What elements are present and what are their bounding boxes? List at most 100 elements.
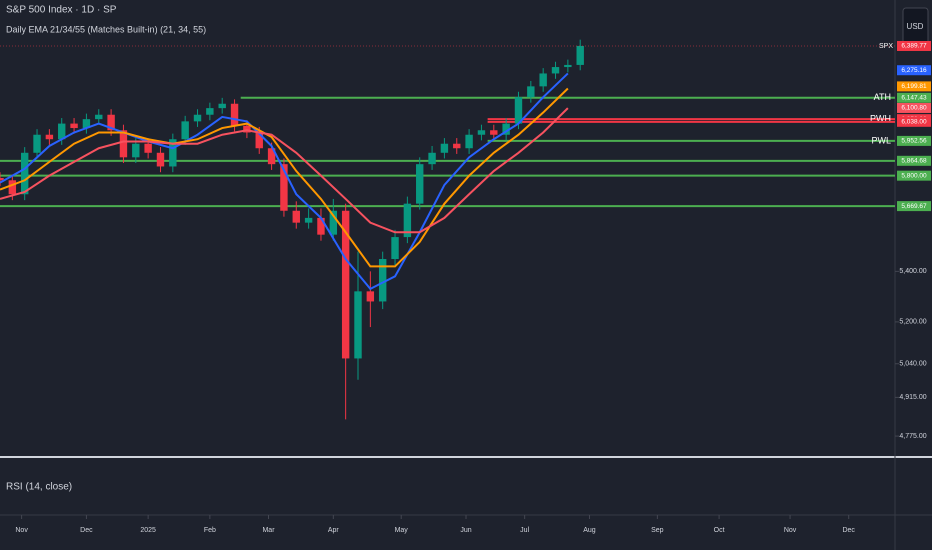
candle-body — [230, 103, 239, 126]
x-tick-label: Dec — [842, 527, 855, 534]
candle-body — [45, 134, 54, 140]
candle-body — [218, 103, 226, 109]
level-tag-label: 5,669.67 — [901, 203, 927, 210]
candle-body — [539, 73, 547, 87]
candle-body — [551, 67, 560, 74]
candle-body — [255, 132, 263, 149]
candle-body — [70, 123, 78, 129]
x-tick-label: Jun — [460, 527, 471, 534]
candle-body — [527, 86, 535, 98]
level-tag — [897, 135, 931, 146]
y-tick-label: 4,915.00 — [899, 394, 926, 401]
candle-body — [280, 164, 288, 211]
level-tag — [897, 201, 931, 212]
candle-body — [502, 123, 510, 135]
ema-line — [0, 107, 569, 234]
candle-body — [132, 143, 140, 158]
level-tag-label: 5,864.68 — [901, 158, 927, 165]
candle-body — [82, 119, 91, 129]
y-tick-label: 5,400.00 — [899, 268, 926, 275]
last-price-tag — [897, 40, 931, 51]
x-tick-label: Nov — [15, 527, 28, 534]
level-tag-label: 5,952.56 — [901, 138, 927, 145]
x-tick-label: 2025 — [140, 527, 156, 534]
candle-body — [416, 164, 424, 204]
x-tick-label: Feb — [204, 527, 216, 534]
x-tick-label: Aug — [583, 527, 596, 534]
candle-body — [341, 210, 350, 359]
ema-tag-label: 6,275.16 — [901, 67, 927, 74]
indicator-title: Daily EMA 21/34/55 (Matches Built-in) (2… — [6, 24, 206, 34]
level-tag — [897, 116, 931, 127]
candle-body — [144, 143, 152, 153]
candle-body — [193, 114, 202, 122]
level-name: PWL — [871, 135, 891, 145]
ema-tag — [897, 102, 931, 113]
candle-body — [576, 45, 584, 65]
candle-body — [403, 203, 412, 238]
x-tick-label: Jul — [520, 527, 529, 534]
candle-body — [329, 210, 338, 235]
ema-tag — [897, 65, 931, 76]
y-tick-label: 5,040.00 — [899, 361, 926, 368]
chart-title: S&P 500 Index · 1D · SP — [6, 5, 117, 16]
level-tag-label: 5,800.00 — [901, 172, 927, 179]
candle-body — [95, 114, 103, 120]
x-tick-label: Oct — [714, 527, 725, 534]
candle-body — [33, 134, 41, 153]
candle-body — [243, 125, 251, 133]
candle-body — [378, 259, 387, 302]
level-name: ATH — [874, 92, 891, 102]
candle-body — [206, 108, 214, 115]
pane-title: RSI (14, close) — [6, 482, 72, 493]
candle-body — [391, 237, 399, 260]
candle-body — [317, 217, 325, 235]
candle-body — [304, 217, 313, 223]
x-tick-label: Dec — [80, 527, 93, 534]
candle-body — [428, 152, 436, 165]
candle-body — [440, 143, 449, 153]
symbol-tag: SPX — [879, 43, 893, 50]
level-tag — [897, 170, 931, 181]
y-tick-label: 5,200.00 — [899, 319, 926, 326]
candle-body — [564, 64, 572, 68]
candle-body — [8, 180, 17, 195]
level-tag — [897, 92, 931, 103]
level-tag-label: 6,147.43 — [901, 94, 927, 101]
candle-body — [465, 134, 473, 149]
candle-body — [181, 121, 189, 140]
candle-body — [267, 148, 276, 165]
ema-line — [0, 87, 569, 268]
candle-body — [354, 291, 362, 359]
level-tag — [897, 155, 931, 166]
ema-line — [0, 72, 569, 291]
currency-label[interactable]: USD — [907, 22, 924, 31]
candle-body — [490, 130, 498, 135]
y-tick-label: 4,775.00 — [899, 433, 926, 440]
level-tag-label: 6,038.00 — [901, 119, 927, 126]
level-name: PWH — [870, 114, 891, 124]
x-tick-label: Sep — [651, 527, 664, 534]
candle-body — [107, 114, 115, 131]
candle-body — [169, 139, 177, 167]
candle-body — [58, 123, 66, 140]
candle-body — [514, 97, 523, 124]
candle-body — [156, 152, 165, 167]
x-tick-label: Apr — [328, 527, 340, 534]
x-tick-label: Nov — [784, 527, 797, 534]
candle-body — [0, 177, 4, 181]
last-price-tag-label: 6,389.77 — [901, 43, 927, 50]
candle-body — [119, 130, 128, 158]
x-tick-label: May — [395, 527, 409, 534]
ema-tag-label: 6,199.81 — [901, 83, 927, 90]
candle-body — [20, 152, 29, 195]
candle-body — [453, 143, 461, 149]
ema-tag — [897, 81, 931, 92]
candle-body — [292, 210, 300, 223]
candle-body — [366, 291, 375, 302]
candle-body — [477, 130, 486, 135]
ema-tag-label: 6,100.80 — [901, 105, 927, 112]
x-tick-label: Mar — [262, 527, 275, 534]
